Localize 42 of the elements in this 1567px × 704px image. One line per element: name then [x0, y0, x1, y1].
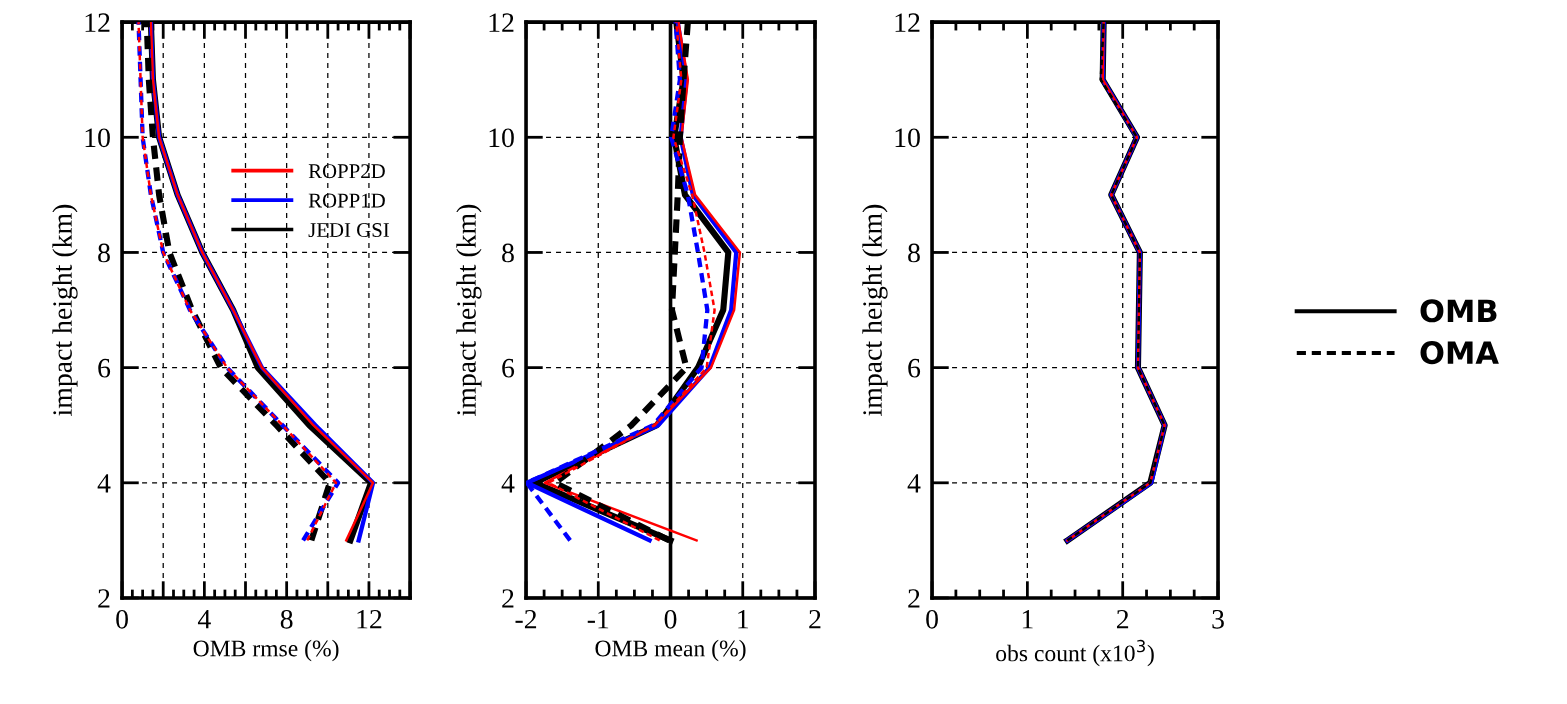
legend-label: ROPP1D [308, 193, 385, 208]
y-tick-label: 10 [895, 128, 920, 148]
legend-label: ROPP2D [308, 164, 385, 179]
x-tick-label: 8 [280, 609, 293, 629]
x-axis-title: OMB mean (%) [595, 639, 746, 662]
y-tick-label: 12 [895, 13, 920, 32]
x-tick-label: 0 [116, 609, 128, 629]
y-tick-label: 4 [907, 474, 921, 493]
y-tick-label: 8 [502, 243, 514, 263]
legend-label: OMA [1420, 341, 1499, 365]
y-tick-label: 4 [501, 474, 515, 493]
x-tick-label: 4 [197, 610, 211, 629]
y-tick-label: 10 [85, 128, 110, 148]
x-tick-label: 3 [1212, 609, 1224, 629]
x-tick-label: -1 [587, 610, 609, 629]
y-axis-title: impact height (km) [862, 204, 888, 416]
x-tick-label: 0 [926, 609, 938, 629]
legend-label: OMB [1420, 299, 1497, 323]
x-tick-label: 12 [357, 609, 382, 629]
y-tick-label: 6 [502, 358, 515, 378]
y-tick-label: 6 [908, 358, 921, 378]
y-tick-label: 2 [502, 589, 514, 608]
y-tick-label: 12 [85, 13, 110, 32]
y-axis-title: impact height (km) [456, 204, 482, 416]
x-axis-title: obs count (x10$^{3}$) [996, 639, 1154, 667]
y-tick-label: 6 [98, 358, 111, 378]
y-tick-label: 10 [489, 128, 514, 148]
x-tick-label: 2 [809, 609, 821, 629]
x-axis-title: OMB rmse (%) [193, 639, 339, 662]
y-tick-label: 12 [489, 13, 514, 32]
y-tick-label: 8 [98, 243, 110, 263]
x-tick-label: 2 [1116, 609, 1129, 629]
y-tick-label: 4 [97, 474, 111, 493]
y-tick-label: 8 [908, 243, 920, 263]
y-tick-label: 2 [908, 589, 920, 608]
y-axis-title: impact height (km) [52, 204, 78, 416]
x-tick-label: 1 [738, 610, 749, 629]
legend-label: JEDI GSI [308, 223, 390, 238]
y-tick-label: 2 [98, 589, 110, 608]
x-tick-label: 0 [664, 609, 677, 629]
x-tick-label: -2 [515, 609, 537, 629]
x-tick-label: 1 [1022, 610, 1033, 629]
